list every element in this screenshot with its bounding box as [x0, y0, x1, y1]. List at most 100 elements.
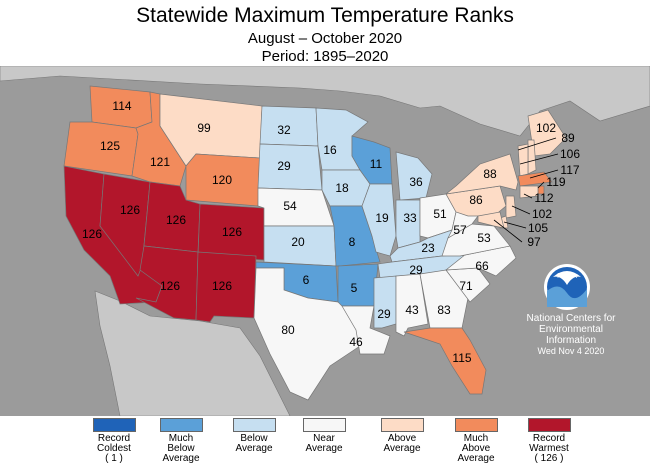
- rank-label-georgia: 83: [437, 303, 451, 317]
- legend: Record Coldest ( 1 ) Much Below Average …: [0, 418, 650, 475]
- map-period: Period: 1895–2020: [261, 48, 389, 65]
- legend-swatch: [454, 418, 498, 432]
- legend-item-above: Above Average: [362, 418, 442, 454]
- rank-label-pennsylvania: 86: [469, 193, 483, 207]
- legend-label: Above Average: [383, 433, 421, 454]
- rank-label-wyoming: 120: [212, 173, 232, 187]
- rank-label-west-virginia: 57: [453, 223, 467, 237]
- legend-label: Much Below Average: [162, 433, 200, 464]
- rank-label-massachusetts: 117: [560, 163, 579, 177]
- legend-item-near: Near Average: [284, 418, 364, 454]
- rank-label-virginia: 53: [477, 231, 491, 245]
- rank-label-kansas: 20: [291, 235, 305, 249]
- state-georgia: [419, 269, 469, 329]
- states-layer: [63, 85, 567, 401]
- rank-label-delaware: 105: [528, 221, 548, 235]
- leader-line-maryland: [493, 219, 523, 243]
- rank-label-kentucky: 23: [421, 241, 435, 255]
- rank-label-montana: 99: [197, 121, 211, 135]
- leader-line-connecticut: [523, 193, 533, 199]
- rank-label-california: 126: [82, 227, 102, 241]
- legend-item-much-below: Much Below Average: [141, 418, 221, 464]
- state-nevada: [99, 173, 151, 277]
- map-header: Statewide Maximum Temperature Ranks Augu…: [0, 0, 650, 66]
- rank-label-mississippi: 29: [377, 307, 391, 321]
- rank-label-new-york: 88: [483, 167, 497, 181]
- canada-land: [0, 66, 650, 137]
- legend-swatch: [232, 418, 276, 432]
- state-vermont: [517, 143, 529, 177]
- rank-label-south-dakota: 29: [277, 159, 291, 173]
- rank-label-south-carolina: 71: [459, 279, 473, 293]
- rank-label-michigan: 36: [409, 175, 423, 189]
- rank-label-louisiana: 46: [349, 335, 363, 349]
- rank-label-oklahoma: 6: [303, 273, 310, 287]
- leader-lines: [493, 137, 559, 243]
- state-new-jersey: [505, 195, 517, 219]
- state-louisiana: [341, 305, 391, 355]
- leader-line-new-hampshire: [517, 137, 557, 151]
- state-north-carolina: [444, 245, 517, 277]
- legend-item-below: Below Average: [214, 418, 294, 454]
- map-title: Statewide Maximum Temperature Ranks: [136, 4, 514, 27]
- leader-line-delaware: [503, 221, 527, 229]
- rank-label-florida: 115: [452, 351, 471, 365]
- credit-line1: National Centers for: [526, 313, 616, 324]
- legend-swatch: [159, 418, 203, 432]
- rank-label-rhode-island: 119: [546, 175, 565, 189]
- legend-swatch: [302, 418, 346, 432]
- rank-label-utah: 126: [166, 213, 186, 227]
- rank-label-nebraska: 54: [283, 199, 297, 213]
- noaa-logo-icon: NOAA: [544, 264, 590, 310]
- rank-label-wisconsin: 11: [370, 157, 383, 171]
- legend-item-much-above: Much Above Average: [436, 418, 516, 464]
- rank-label-arkansas: 5: [351, 281, 358, 295]
- legend-label: Near Average: [305, 433, 343, 454]
- rank-label-illinois: 19: [375, 211, 389, 225]
- state-new-york: [444, 153, 519, 195]
- noaa-logo-text: NOAA: [557, 273, 577, 280]
- leader-line-vermont: [519, 153, 559, 165]
- legend-label: Below Average: [235, 433, 273, 454]
- credit-date: Wed Nov 4 2020: [537, 346, 605, 356]
- rank-labels: 114 125 126 126 121 99 120 126 126 126 126 32 29 54 20…: [82, 99, 580, 365]
- rank-label-north-carolina: 66: [475, 259, 489, 273]
- legend-swatch: [380, 418, 424, 432]
- rank-label-arizona: 126: [160, 279, 180, 293]
- state-illinois: [361, 183, 397, 257]
- map-subtitle: August – October 2020: [247, 30, 403, 47]
- rank-label-connecticut: 112: [534, 191, 553, 205]
- credit-block: National Centers for Environmental Infor…: [515, 313, 627, 357]
- mexico-land: [94, 290, 291, 416]
- state-connecticut: [519, 185, 539, 199]
- rank-label-alabama: 43: [405, 303, 419, 317]
- legend-swatch: [527, 418, 571, 432]
- rank-label-indiana: 33: [403, 211, 417, 225]
- state-wyoming: [185, 153, 261, 207]
- rank-label-colorado: 126: [222, 225, 242, 239]
- rank-label-ohio: 51: [433, 207, 447, 221]
- rank-label-new-jersey: 102: [532, 207, 552, 221]
- legend-label: Record Warmest ( 126 ): [529, 433, 569, 464]
- us-state-rank-map: 114 125 126 126 121 99 120 126 126 126 126 32 29 54 20…: [0, 66, 650, 416]
- legend-label: Much Above Average: [457, 433, 495, 464]
- rank-label-vermont: 106: [560, 147, 580, 161]
- legend-label: Record Coldest ( 1 ): [97, 433, 131, 464]
- credit-line3: Information: [545, 335, 597, 346]
- rank-label-nevada: 126: [120, 203, 140, 217]
- rank-label-texas: 80: [281, 323, 295, 337]
- rank-label-tennessee: 29: [409, 263, 423, 277]
- legend-swatch: [92, 418, 136, 432]
- leader-line-new-jersey: [511, 205, 531, 215]
- state-new-mexico: [195, 251, 257, 323]
- state-maryland: [477, 211, 505, 229]
- rank-label-north-dakota: 32: [277, 123, 291, 137]
- credit-line2: Environmental: [539, 324, 603, 335]
- rank-label-idaho: 121: [150, 155, 170, 169]
- rank-label-missouri: 8: [349, 235, 356, 249]
- rank-label-minnesota: 16: [323, 143, 337, 157]
- rank-label-new-hampshire: 89: [561, 131, 575, 145]
- legend-item-record-coldest: Record Coldest ( 1 ): [74, 418, 154, 464]
- rank-label-maine: 102: [536, 121, 556, 135]
- state-florida: [403, 327, 487, 395]
